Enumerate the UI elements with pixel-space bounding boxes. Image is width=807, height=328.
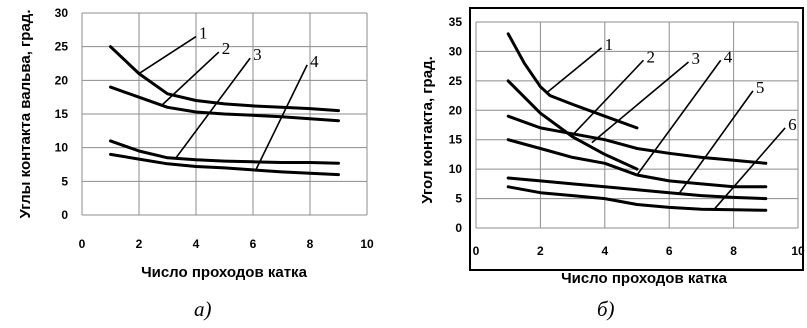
- x-tick-label: 6: [666, 244, 673, 258]
- series-label-3: 3: [692, 49, 701, 68]
- grid: [81, 12, 368, 216]
- x-tick-label: 0: [79, 237, 86, 251]
- x-tick-label: 6: [250, 237, 257, 251]
- series-label-2: 2: [646, 47, 655, 66]
- series-label-1: 1: [605, 35, 614, 54]
- x-tick-label: 8: [307, 237, 314, 251]
- callout-line-1: [138, 35, 197, 75]
- y-tick-label: 5: [455, 192, 462, 206]
- panel-caption: б): [597, 297, 615, 321]
- x-tick-label: 8: [730, 244, 737, 258]
- callout-line-2: [161, 51, 220, 106]
- series-label-6: 6: [788, 115, 797, 134]
- chart-panel-1: 0 5 10 15 20 25 30 0 2 4 6 8 10 Число проходов катка У…: [17, 6, 374, 321]
- y-tick-label: 25: [55, 40, 69, 54]
- y-axis-label: Углы контакта вальва, град.: [17, 10, 34, 219]
- series-line-4: [506, 138, 768, 189]
- y-axis-label: Угол контакта, град.: [419, 56, 436, 204]
- y-tick-label: 35: [449, 15, 463, 29]
- series-label-4: 4: [724, 47, 733, 66]
- series-line-4: [109, 152, 340, 177]
- series-line-5: [506, 176, 768, 201]
- series-line-3: [506, 114, 768, 165]
- grid: [475, 21, 799, 229]
- callout-line-3: [591, 61, 690, 144]
- y-tick-label: 0: [455, 221, 462, 235]
- chart-border: [469, 7, 804, 271]
- x-tick-label: 10: [360, 237, 374, 251]
- y-tick-label: 15: [449, 133, 463, 147]
- callout-line-4: [636, 59, 722, 176]
- x-axis-label: Число проходов катка: [141, 264, 307, 281]
- series-line-2: [506, 79, 639, 171]
- y-tick-label: 10: [55, 141, 69, 155]
- series-label-5: 5: [756, 78, 765, 97]
- series-line-1: [109, 45, 340, 113]
- series-label-2: 2: [222, 39, 231, 58]
- x-tick-label: 4: [601, 244, 608, 258]
- y-tick-label: 5: [61, 174, 68, 188]
- y-tick-label: 0: [61, 208, 68, 222]
- series-label-3: 3: [253, 45, 262, 64]
- x-tick-label: 10: [791, 244, 805, 258]
- callout-line-3: [175, 57, 251, 159]
- callout-line-1: [546, 47, 603, 94]
- x-tick-label: 0: [473, 244, 480, 258]
- y-tick-label: 20: [449, 103, 463, 117]
- callout-line-6: [713, 127, 786, 210]
- series-line-2: [109, 85, 340, 123]
- y-tick-label: 30: [449, 44, 463, 58]
- callout-line-4: [255, 64, 308, 171]
- x-tick-label: 4: [193, 237, 200, 251]
- y-tick-label: 25: [449, 74, 463, 88]
- callout-line-5: [678, 90, 754, 195]
- x-tick-label: 2: [136, 237, 143, 251]
- y-tick-label: 20: [55, 73, 69, 87]
- series-label-1: 1: [199, 24, 208, 43]
- y-tick-label: 10: [449, 162, 463, 176]
- panel-caption: а): [194, 297, 212, 321]
- series-label-4: 4: [310, 52, 319, 71]
- y-tick-label: 30: [55, 6, 69, 20]
- series-line-6: [506, 185, 768, 212]
- callout-line-2: [572, 59, 645, 136]
- y-tick-label: 15: [55, 107, 69, 121]
- x-axis-label: Число проходов катка: [561, 270, 727, 287]
- series-line-3: [109, 139, 340, 165]
- series-line-1: [506, 32, 639, 130]
- x-tick-label: 2: [537, 244, 544, 258]
